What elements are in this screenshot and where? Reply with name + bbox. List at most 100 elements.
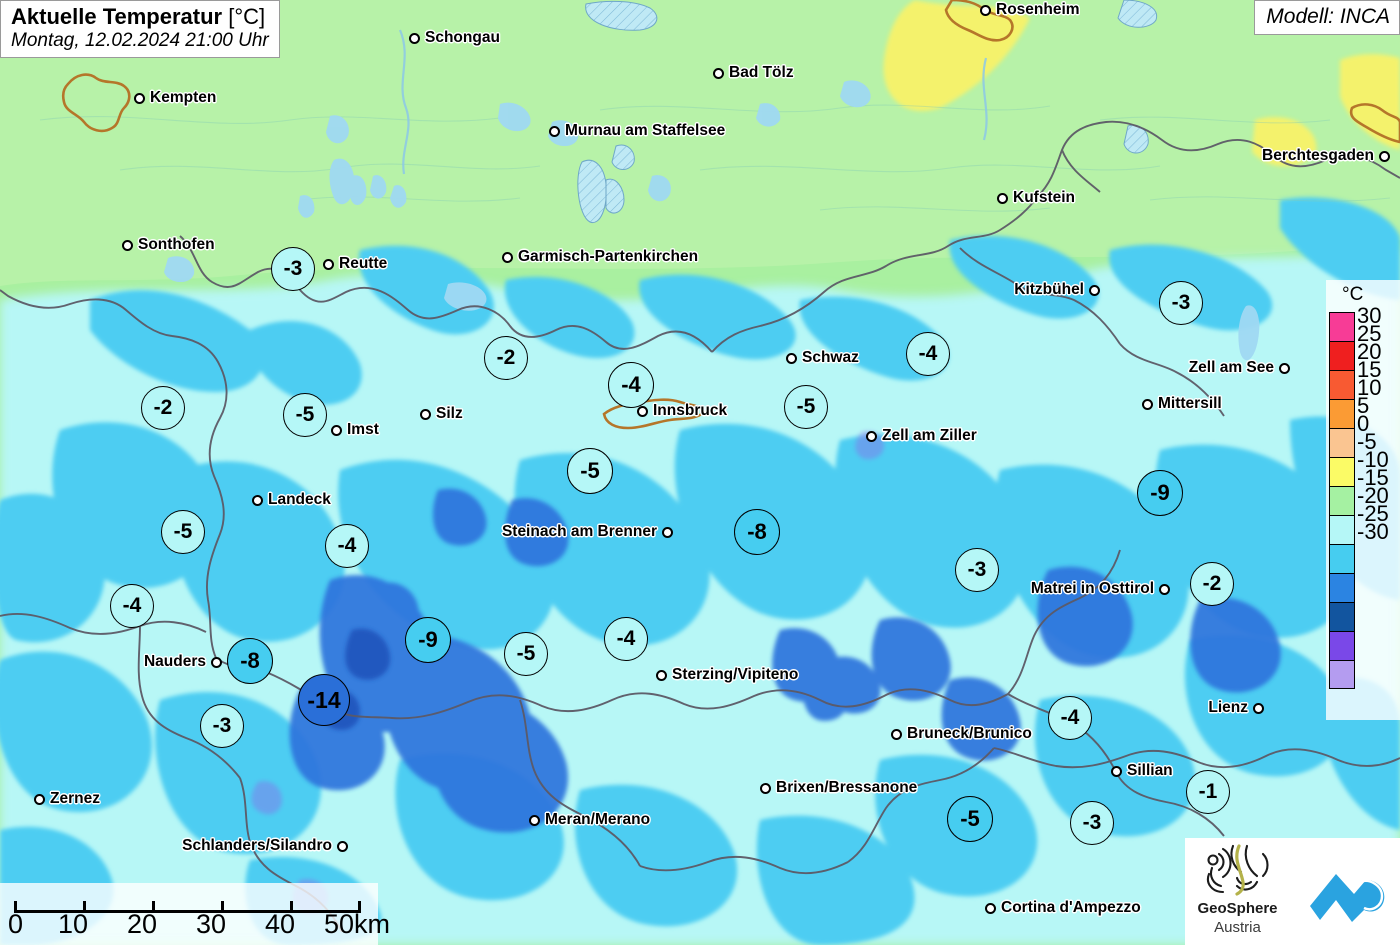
city-marker[interactable]: Matrei in Osttirol	[1031, 580, 1170, 598]
city-marker[interactable]: Kufstein	[997, 189, 1075, 207]
temperature-value-bubble[interactable]: -3	[200, 704, 244, 748]
temperature-value-bubble[interactable]: -4	[604, 617, 648, 661]
scale-label-0: 0	[8, 909, 24, 939]
temperature-value-bubble[interactable]: -4	[110, 584, 154, 628]
geosphere-swirl-icon	[1206, 844, 1269, 896]
city-dot-icon	[134, 92, 145, 104]
city-label: Murnau am Staffelsee	[565, 122, 726, 139]
city-dot-icon	[122, 239, 133, 251]
legend-swatch--20	[1329, 602, 1355, 631]
city-marker[interactable]: Schwaz	[786, 349, 859, 367]
city-marker[interactable]: Schlanders/Silandro	[182, 837, 348, 855]
temperature-value-bubble[interactable]: -5	[161, 510, 205, 554]
city-marker[interactable]: Innsbruck	[637, 402, 727, 420]
city-marker[interactable]: Rosenheim	[980, 1, 1080, 19]
city-dot-icon	[866, 430, 877, 442]
city-dot-icon	[420, 408, 431, 420]
model-box: Modell: INCA	[1254, 0, 1400, 35]
city-dot-icon	[549, 125, 560, 137]
city-marker[interactable]: Imst	[331, 421, 379, 439]
temperature-value-bubble[interactable]: -2	[484, 336, 528, 380]
temperature-value-bubble[interactable]: -2	[1190, 562, 1234, 606]
legend-tick-20: 20	[1357, 338, 1382, 364]
city-marker[interactable]: Bad Tölz	[713, 64, 794, 82]
city-marker[interactable]: Schongau	[409, 29, 500, 47]
city-marker[interactable]: Steinach am Brenner	[502, 523, 673, 541]
temperature-value-bubble[interactable]: -5	[567, 448, 613, 494]
temperature-value-bubble[interactable]: -5	[784, 385, 828, 429]
legend-tick-25: 25	[1357, 320, 1382, 346]
city-label: Imst	[347, 421, 379, 438]
city-label: Lienz	[1208, 699, 1248, 716]
temperature-value-bubble[interactable]: -8	[227, 638, 273, 684]
city-marker[interactable]: Zernez	[34, 790, 100, 808]
city-label: Garmisch-Partenkirchen	[518, 248, 699, 265]
scale-label-1: 10	[58, 909, 89, 939]
city-marker[interactable]: Garmisch-Partenkirchen	[502, 248, 698, 266]
temperature-value-bubble[interactable]: -5	[947, 796, 993, 842]
temperature-value-bubble[interactable]: -4	[1048, 696, 1092, 740]
temperature-value-bubble[interactable]: -9	[405, 617, 451, 663]
city-dot-icon	[891, 728, 902, 740]
temperature-value-bubble[interactable]: -4	[608, 362, 654, 408]
city-dot-icon	[337, 840, 348, 852]
city-marker[interactable]: Bruneck/Brunico	[891, 725, 1032, 743]
city-marker[interactable]: Sonthofen	[122, 236, 215, 254]
city-marker[interactable]: Sterzing/Vipiteno	[656, 666, 798, 684]
city-dot-icon	[997, 192, 1008, 204]
temperature-value-bubble[interactable]: -3	[271, 247, 315, 291]
city-dot-icon	[1159, 583, 1170, 595]
temperature-value-bubble[interactable]: -2	[141, 386, 185, 430]
city-label: Schongau	[425, 29, 500, 46]
city-marker[interactable]: Reutte	[323, 255, 387, 273]
city-dot-icon	[1379, 150, 1390, 162]
city-dot-icon	[760, 782, 771, 794]
city-label: Mittersill	[1158, 395, 1222, 412]
city-dot-icon	[409, 32, 420, 44]
legend-swatch--15	[1329, 573, 1355, 602]
temperature-value-bubble[interactable]: -5	[283, 393, 327, 437]
city-marker[interactable]: Meran/Merano	[529, 811, 650, 829]
city-marker[interactable]: Kempten	[134, 89, 216, 107]
city-label: Meran/Merano	[545, 811, 651, 828]
city-dot-icon	[637, 405, 648, 417]
legend-swatch--5	[1329, 515, 1355, 544]
city-label: Sonthofen	[138, 236, 215, 253]
city-marker[interactable]: Murnau am Staffelsee	[549, 122, 725, 140]
city-label: Matrei in Osttirol	[1030, 580, 1154, 597]
city-marker[interactable]: Brixen/Bressanone	[760, 779, 917, 797]
city-marker[interactable]: Silz	[420, 405, 463, 423]
temperature-value-bubble[interactable]: -3	[1070, 801, 1114, 845]
temperature-value-bubble[interactable]: -1	[1186, 770, 1230, 814]
temperature-value-bubble[interactable]: -14	[298, 674, 350, 726]
geosphere-austria-logo: GeoSphere Austria	[1185, 838, 1290, 945]
temperature-value-bubble[interactable]: -5	[504, 632, 548, 676]
city-marker[interactable]: Berchtesgaden	[1262, 147, 1390, 165]
scale-bar-labels: 0 10 20 30 40 50km	[0, 909, 390, 943]
temperature-value-bubble[interactable]: -4	[325, 524, 369, 568]
temperature-value-bubble[interactable]: -4	[906, 332, 950, 376]
legend-tick--10: -10	[1357, 446, 1389, 472]
city-marker[interactable]: Mittersill	[1142, 395, 1222, 413]
legend-swatch-30	[1329, 312, 1355, 341]
legend-tick-labels: 30 25 20 15 10 5 0 -5 -10 -15 -20 -25 -30	[1357, 304, 1389, 546]
city-marker[interactable]: Zell am See	[1189, 359, 1290, 377]
temperature-value-bubble[interactable]: -3	[1159, 281, 1203, 325]
model-label: Modell: INCA	[1266, 5, 1390, 28]
legend-swatch--30	[1329, 660, 1355, 689]
city-marker[interactable]: Cortina d'Ampezzo	[985, 899, 1141, 917]
temperature-value-bubble[interactable]: -8	[734, 509, 780, 555]
city-dot-icon	[323, 258, 334, 270]
city-label: Zernez	[50, 790, 100, 807]
city-marker[interactable]: Kitzbühel	[1014, 281, 1100, 299]
temperature-value-bubble[interactable]: -3	[955, 548, 999, 592]
city-marker[interactable]: Landeck	[252, 491, 331, 509]
city-label: Bad Tölz	[729, 64, 794, 81]
city-label: Landeck	[268, 491, 331, 508]
city-marker[interactable]: Nauders	[144, 653, 222, 671]
city-marker[interactable]: Zell am Ziller	[866, 427, 977, 445]
temperature-value-bubble[interactable]: -9	[1137, 470, 1183, 516]
city-marker[interactable]: Lienz	[1208, 699, 1264, 717]
legend-unit-label: °C	[1342, 284, 1364, 305]
city-marker[interactable]: Sillian	[1111, 762, 1173, 780]
